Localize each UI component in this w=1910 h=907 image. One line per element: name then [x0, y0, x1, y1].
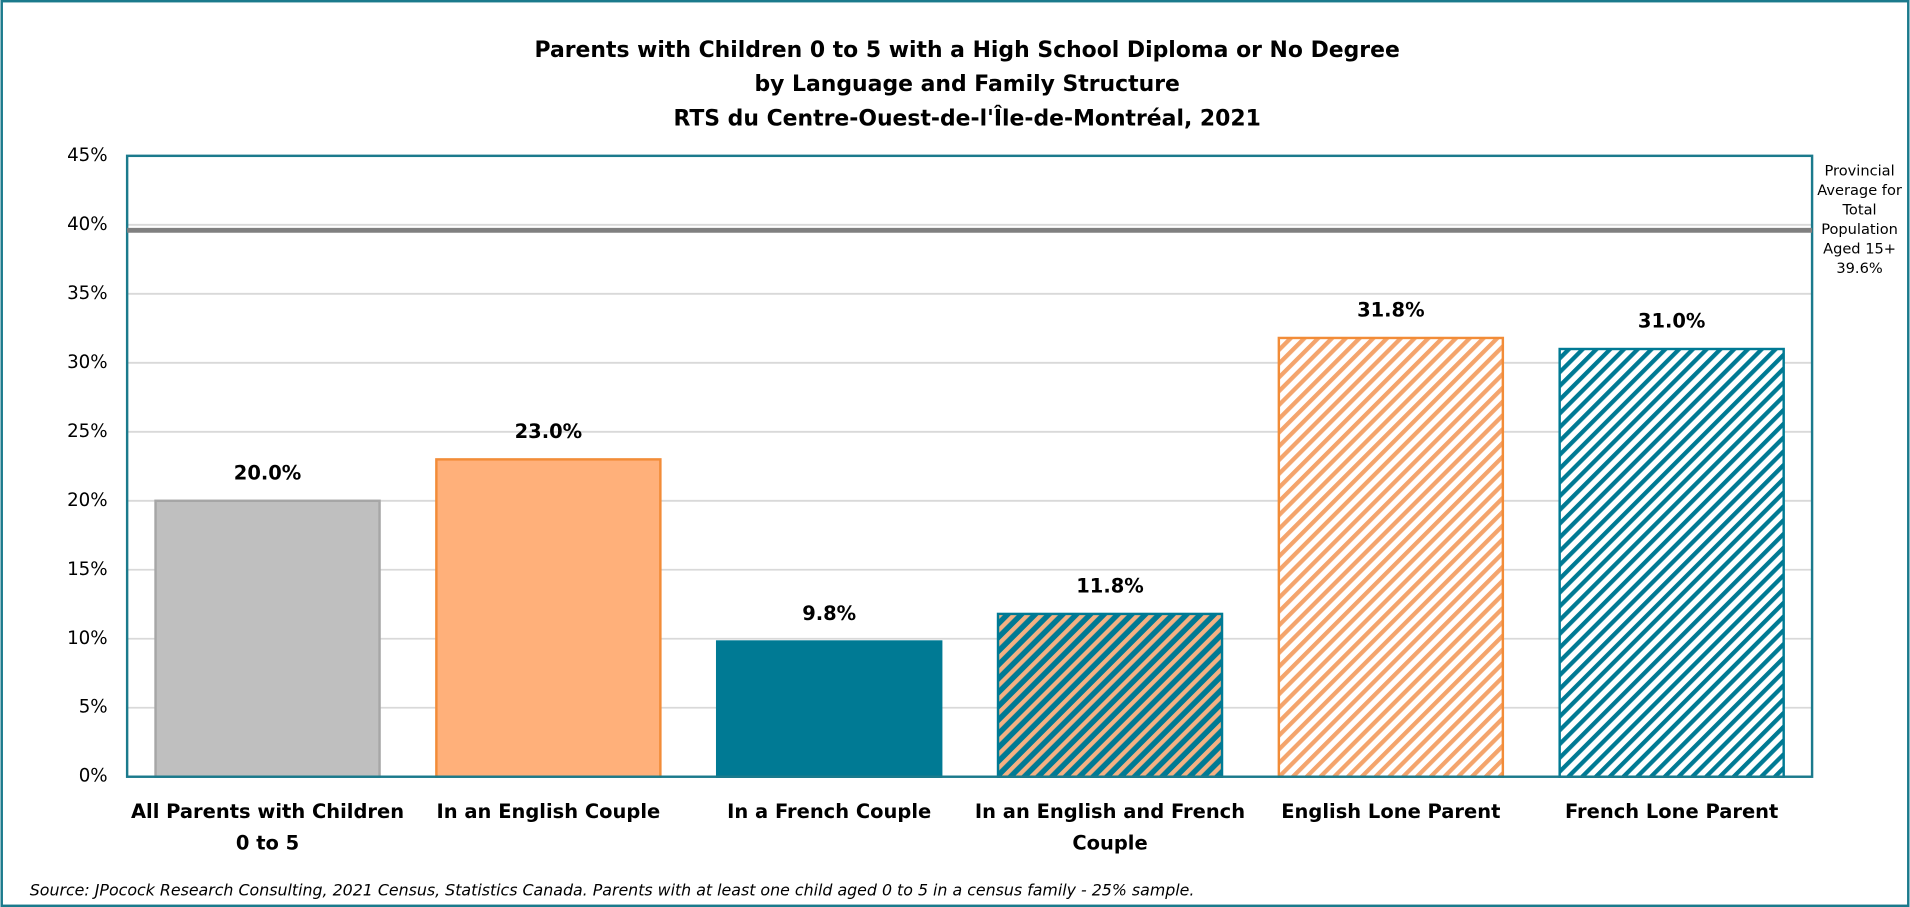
- x-tick-label: In an English Couple: [437, 800, 661, 823]
- y-tick-label: 25%: [67, 421, 108, 442]
- chart-title: RTS du Centre-Ouest-de-l'Île-de-Montréal…: [673, 105, 1260, 131]
- bar: [1558, 347, 1785, 778]
- reference-label: Provincial: [1824, 163, 1894, 180]
- y-tick-label: 30%: [67, 352, 108, 373]
- reference-label: Total: [1842, 202, 1877, 219]
- reference-label: Average for: [1817, 182, 1902, 199]
- source-note: Source: JPocock Research Consulting, 202…: [30, 881, 1195, 900]
- bar: [1277, 336, 1505, 778]
- y-tick-label: 10%: [67, 628, 108, 649]
- value-label: 9.8%: [802, 602, 856, 625]
- x-tick-label: English Lone Parent: [1281, 800, 1500, 823]
- y-tick-label: 5%: [79, 697, 108, 718]
- chart-title: Parents with Children 0 to 5 with a High…: [535, 38, 1400, 63]
- reference-value-label: 39.6%: [1836, 260, 1882, 277]
- y-tick-label: 45%: [67, 145, 108, 166]
- value-label: 23.0%: [515, 420, 583, 443]
- value-label: 20.0%: [234, 461, 302, 484]
- y-tick-label: 35%: [67, 283, 108, 304]
- y-tick-label: 0%: [79, 766, 108, 787]
- chart-title: by Language and Family Structure: [754, 72, 1179, 97]
- plot-border: [125, 154, 1814, 778]
- bar: [996, 612, 1224, 778]
- x-tick-label: French Lone Parent: [1565, 800, 1778, 823]
- reference-label: Population: [1821, 221, 1898, 238]
- value-label: 31.0%: [1638, 310, 1706, 333]
- y-tick-label: 15%: [67, 559, 108, 580]
- bar: [435, 458, 662, 778]
- bar: [154, 499, 381, 778]
- y-tick-label: 20%: [67, 490, 108, 511]
- value-label: 11.8%: [1076, 575, 1144, 598]
- x-tick-label: In an English and French Couple: [975, 800, 1245, 855]
- value-label: 31.8%: [1357, 299, 1425, 322]
- reference-label: Aged 15+: [1823, 241, 1896, 258]
- x-tick-label: All Parents with Children 0 to 5: [131, 800, 404, 855]
- bar: [715, 640, 943, 778]
- y-tick-label: 40%: [67, 214, 108, 235]
- x-tick-label: In a French Couple: [727, 800, 931, 823]
